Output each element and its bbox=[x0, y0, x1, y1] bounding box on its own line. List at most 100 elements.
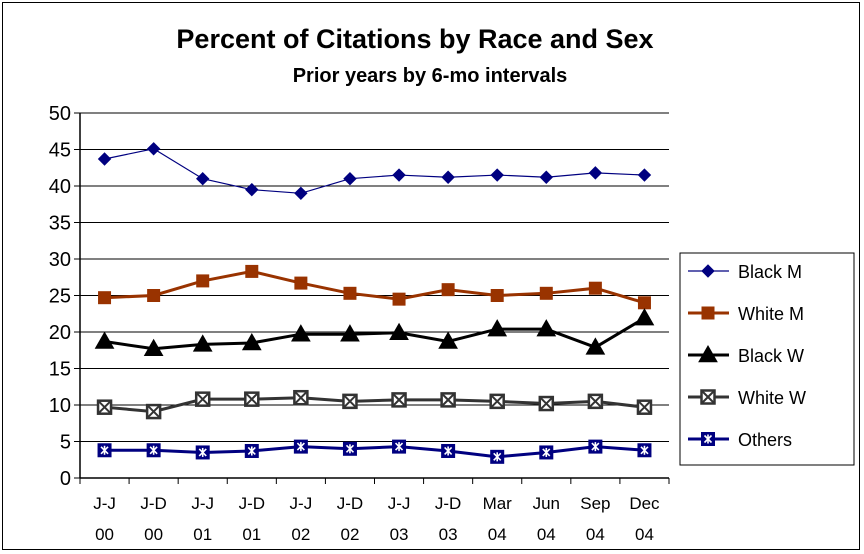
x-tick-label: 01 bbox=[242, 525, 261, 544]
square-star-marker bbox=[244, 443, 259, 458]
x-tick-label: J-J bbox=[290, 494, 313, 513]
gridlines bbox=[80, 112, 669, 442]
square-marker bbox=[392, 292, 406, 306]
legend-item: White M bbox=[688, 304, 804, 324]
legend-item: Others bbox=[688, 430, 792, 450]
chart-subtitle: Prior years by 6-mo intervals bbox=[293, 65, 568, 87]
y-tick-label: 30 bbox=[49, 249, 71, 271]
x-tick-label: J-D bbox=[337, 494, 363, 513]
square-star-marker bbox=[539, 445, 554, 460]
legend-item: White W bbox=[688, 388, 806, 408]
legend-item: Black W bbox=[688, 344, 804, 366]
x-tick-label: J-D bbox=[239, 494, 265, 513]
series-line bbox=[104, 316, 646, 351]
square-x-marker bbox=[145, 403, 162, 420]
diamond-marker bbox=[490, 168, 504, 182]
legend-item: Black M bbox=[688, 262, 802, 282]
legend-label: White M bbox=[738, 304, 804, 324]
square-x-marker bbox=[587, 393, 604, 410]
x-tick-label: 04 bbox=[537, 525, 556, 544]
square-marker bbox=[539, 286, 553, 300]
triangle-marker bbox=[143, 338, 164, 357]
square-marker bbox=[98, 291, 112, 305]
y-tick-label: 40 bbox=[49, 176, 71, 198]
diamond-marker bbox=[588, 166, 603, 180]
x-tick-label: 04 bbox=[586, 525, 605, 544]
square-star-marker bbox=[490, 449, 505, 464]
diamond-marker bbox=[196, 171, 210, 186]
y-tick-label: 35 bbox=[49, 213, 71, 235]
diamond-marker bbox=[343, 171, 357, 186]
y-tick-label: 45 bbox=[49, 140, 71, 162]
x-tick-label: 02 bbox=[291, 525, 310, 544]
triangle-marker bbox=[698, 344, 718, 363]
triangle-marker bbox=[487, 319, 508, 337]
square-x-marker bbox=[194, 391, 211, 407]
x-tick-label: Jun bbox=[533, 494, 560, 513]
square-marker bbox=[441, 283, 455, 297]
x-tick-label: J-D bbox=[140, 494, 166, 513]
diamond-marker bbox=[97, 152, 112, 166]
x-tick-label: 02 bbox=[340, 525, 359, 544]
square-x-marker bbox=[96, 399, 113, 415]
series-others bbox=[97, 439, 652, 464]
diamond-marker bbox=[441, 170, 455, 184]
x-tick-label: 00 bbox=[95, 525, 114, 544]
x-tick-label: J-J bbox=[93, 494, 116, 513]
square-star-marker bbox=[97, 443, 112, 458]
series-lines bbox=[94, 142, 655, 464]
diamond-marker bbox=[392, 168, 406, 182]
x-tick-label: J-J bbox=[191, 494, 214, 513]
triangle-marker bbox=[438, 331, 458, 349]
legend-label: Others bbox=[738, 430, 792, 450]
legend-label: Black W bbox=[738, 346, 804, 366]
y-tick-label: 50 bbox=[49, 103, 71, 125]
triangle-marker bbox=[634, 308, 655, 326]
series-white-w bbox=[96, 389, 653, 420]
y-tick-label: 10 bbox=[49, 395, 71, 417]
diamond-marker bbox=[539, 170, 553, 184]
square-x-marker bbox=[440, 392, 456, 408]
square-marker bbox=[147, 289, 161, 302]
triangle-marker bbox=[340, 324, 360, 342]
triangle-marker bbox=[585, 337, 606, 355]
y-tick-label: 5 bbox=[60, 432, 71, 454]
square-x-marker bbox=[538, 395, 555, 412]
series-black-w bbox=[94, 308, 655, 357]
diamond-marker bbox=[701, 264, 715, 278]
triangle-marker bbox=[389, 322, 409, 340]
square-x-marker bbox=[636, 399, 653, 415]
legend-label: White W bbox=[738, 388, 806, 408]
legend-label: Black M bbox=[738, 262, 802, 282]
triangle-marker bbox=[241, 332, 262, 351]
square-star-marker bbox=[588, 439, 603, 454]
square-x-marker bbox=[342, 393, 358, 410]
diamond-marker bbox=[245, 182, 259, 197]
triangle-marker bbox=[291, 324, 311, 342]
square-star-marker bbox=[701, 432, 715, 446]
y-tick-label: 25 bbox=[49, 286, 71, 308]
x-tick-label: Sep bbox=[580, 494, 610, 513]
x-tick-label: J-D bbox=[435, 494, 461, 513]
y-tick-label: 15 bbox=[49, 359, 71, 381]
x-tick-label: Mar bbox=[483, 494, 513, 513]
series-line bbox=[104, 148, 645, 194]
square-star-marker bbox=[146, 443, 161, 458]
square-x-marker bbox=[244, 391, 260, 407]
square-x-marker bbox=[489, 393, 505, 410]
triangle-marker bbox=[192, 334, 213, 352]
series-line bbox=[104, 269, 645, 305]
square-star-marker bbox=[293, 439, 308, 454]
series-black-m bbox=[97, 142, 652, 201]
series-line bbox=[104, 445, 645, 459]
x-tick-label: 04 bbox=[488, 525, 507, 544]
x-tick-label: 00 bbox=[144, 525, 163, 544]
square-star-marker bbox=[195, 445, 210, 460]
x-tick-label: 04 bbox=[635, 525, 654, 544]
square-marker bbox=[245, 264, 259, 278]
square-star-marker bbox=[441, 443, 456, 458]
diamond-marker bbox=[637, 168, 652, 182]
series-line bbox=[104, 396, 645, 414]
diamond-marker bbox=[294, 186, 308, 201]
